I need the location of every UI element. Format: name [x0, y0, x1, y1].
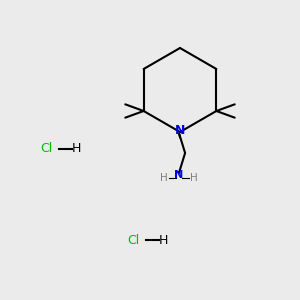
Text: H: H [160, 173, 168, 183]
Text: H: H [190, 173, 198, 183]
Text: Cl: Cl [40, 142, 52, 155]
Text: Cl: Cl [128, 233, 140, 247]
Text: N: N [175, 124, 185, 137]
Text: H: H [72, 142, 81, 155]
Text: H: H [159, 233, 168, 247]
Text: N: N [175, 170, 184, 181]
